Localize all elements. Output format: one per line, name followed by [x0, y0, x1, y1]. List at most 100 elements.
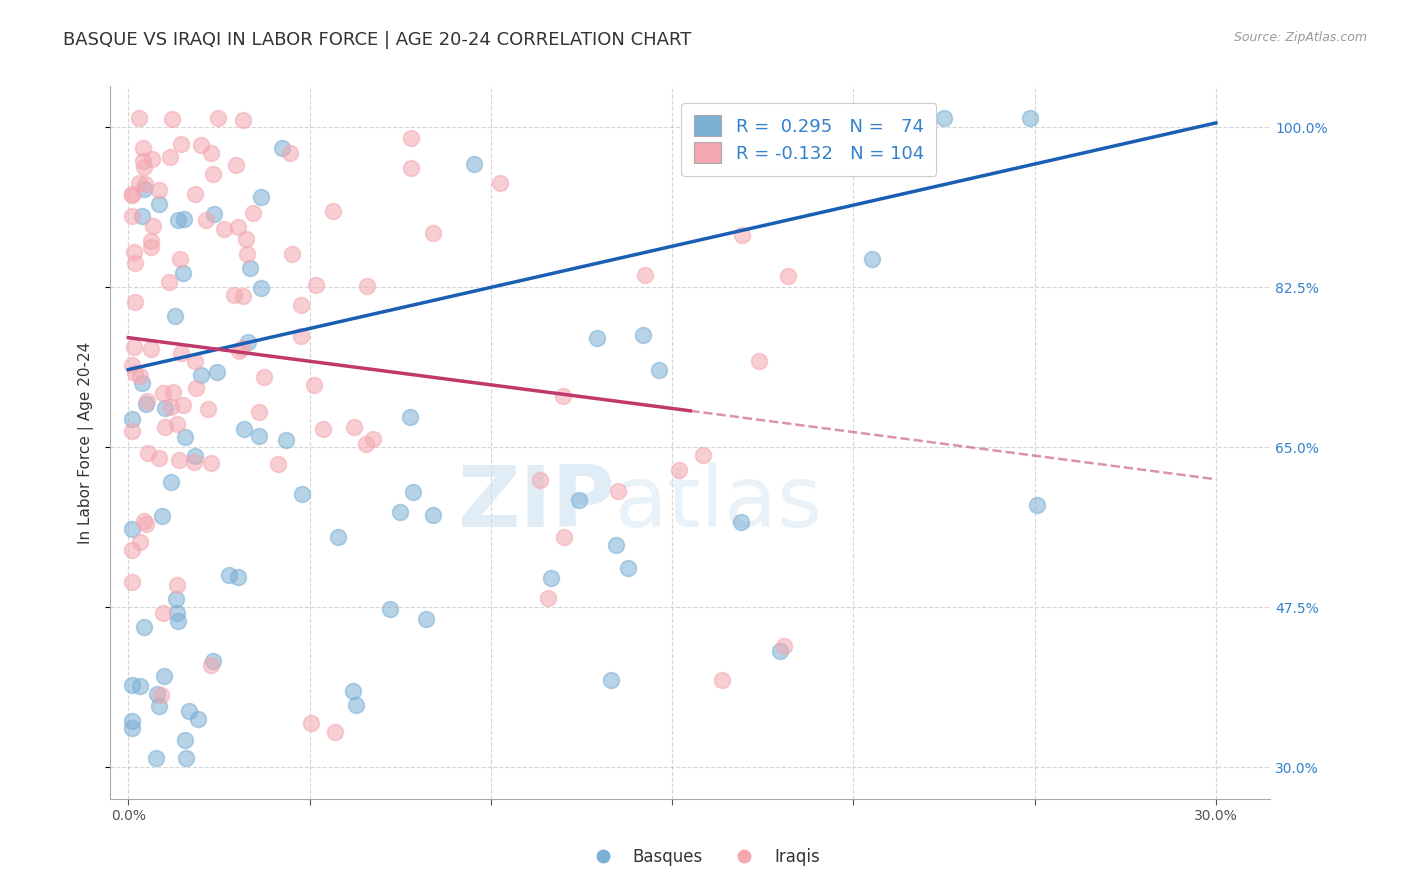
Point — [129, 535, 152, 549]
Point — [730, 515, 752, 529]
Point — [132, 160, 155, 174]
Point — [305, 278, 328, 293]
Point — [398, 410, 420, 425]
Point — [267, 457, 290, 471]
Point — [159, 400, 181, 414]
Point — [150, 508, 173, 523]
Point — [122, 244, 145, 259]
Point — [172, 266, 194, 280]
Point — [134, 620, 156, 634]
Point — [342, 420, 364, 434]
Point — [692, 448, 714, 462]
Point — [205, 365, 228, 379]
Point — [226, 570, 249, 584]
Point — [135, 516, 157, 531]
Point — [174, 430, 197, 444]
Text: BASQUE VS IRAQI IN LABOR FORCE | AGE 20-24 CORRELATION CHART: BASQUE VS IRAQI IN LABOR FORCE | AGE 20-… — [63, 31, 692, 49]
Point — [537, 591, 560, 606]
Point — [235, 231, 257, 245]
Point — [163, 309, 186, 323]
Point — [356, 436, 378, 450]
Point — [276, 433, 298, 447]
Point — [166, 213, 188, 227]
Text: ZIP: ZIP — [457, 462, 614, 545]
Point — [121, 522, 143, 536]
Point — [253, 370, 276, 384]
Point — [150, 689, 173, 703]
Point — [236, 335, 259, 350]
Point — [322, 204, 344, 219]
Point — [159, 149, 181, 163]
Point — [184, 381, 207, 395]
Point — [197, 402, 219, 417]
Point — [152, 386, 174, 401]
Point — [553, 530, 575, 544]
Point — [166, 417, 188, 432]
Point — [132, 153, 155, 168]
Point — [401, 131, 423, 145]
Point — [699, 112, 721, 126]
Point — [145, 751, 167, 765]
Point — [278, 146, 301, 161]
Point — [128, 368, 150, 383]
Point — [281, 247, 304, 261]
Point — [249, 429, 271, 443]
Point — [402, 484, 425, 499]
Point — [160, 112, 183, 127]
Point — [488, 176, 510, 190]
Point — [731, 227, 754, 242]
Point — [422, 226, 444, 240]
Point — [634, 268, 657, 282]
Point — [378, 601, 401, 615]
Point — [299, 715, 322, 730]
Point — [121, 412, 143, 426]
Point — [711, 673, 734, 687]
Point — [568, 493, 591, 508]
Point — [860, 252, 883, 267]
Point — [607, 483, 630, 498]
Point — [290, 328, 312, 343]
Point — [361, 432, 384, 446]
Point — [124, 366, 146, 380]
Point — [121, 209, 143, 223]
Point — [145, 687, 167, 701]
Point — [415, 612, 437, 626]
Point — [152, 606, 174, 620]
Point — [769, 644, 792, 658]
Point — [132, 141, 155, 155]
Point — [121, 424, 143, 438]
Point — [162, 384, 184, 399]
Point — [389, 505, 412, 519]
Point — [200, 658, 222, 673]
Point — [932, 112, 955, 126]
Point — [148, 450, 170, 465]
Point — [121, 575, 143, 590]
Point — [226, 219, 249, 234]
Point — [201, 654, 224, 668]
Point — [155, 420, 177, 434]
Point — [139, 342, 162, 356]
Point — [228, 343, 250, 358]
Point — [194, 213, 217, 227]
Point — [290, 297, 312, 311]
Point — [173, 733, 195, 747]
Point — [200, 146, 222, 161]
Point — [323, 724, 346, 739]
Point — [631, 328, 654, 343]
Point — [166, 606, 188, 620]
Point — [212, 221, 235, 235]
Point — [121, 714, 143, 728]
Point — [128, 679, 150, 693]
Point — [148, 182, 170, 196]
Point — [122, 340, 145, 354]
Point — [218, 568, 240, 582]
Point — [136, 394, 159, 409]
Text: atlas: atlas — [614, 462, 823, 545]
Point — [121, 358, 143, 372]
Point — [166, 578, 188, 592]
Point — [605, 538, 627, 552]
Point — [326, 530, 349, 544]
Point — [540, 571, 562, 585]
Point — [132, 514, 155, 528]
Point — [128, 112, 150, 126]
